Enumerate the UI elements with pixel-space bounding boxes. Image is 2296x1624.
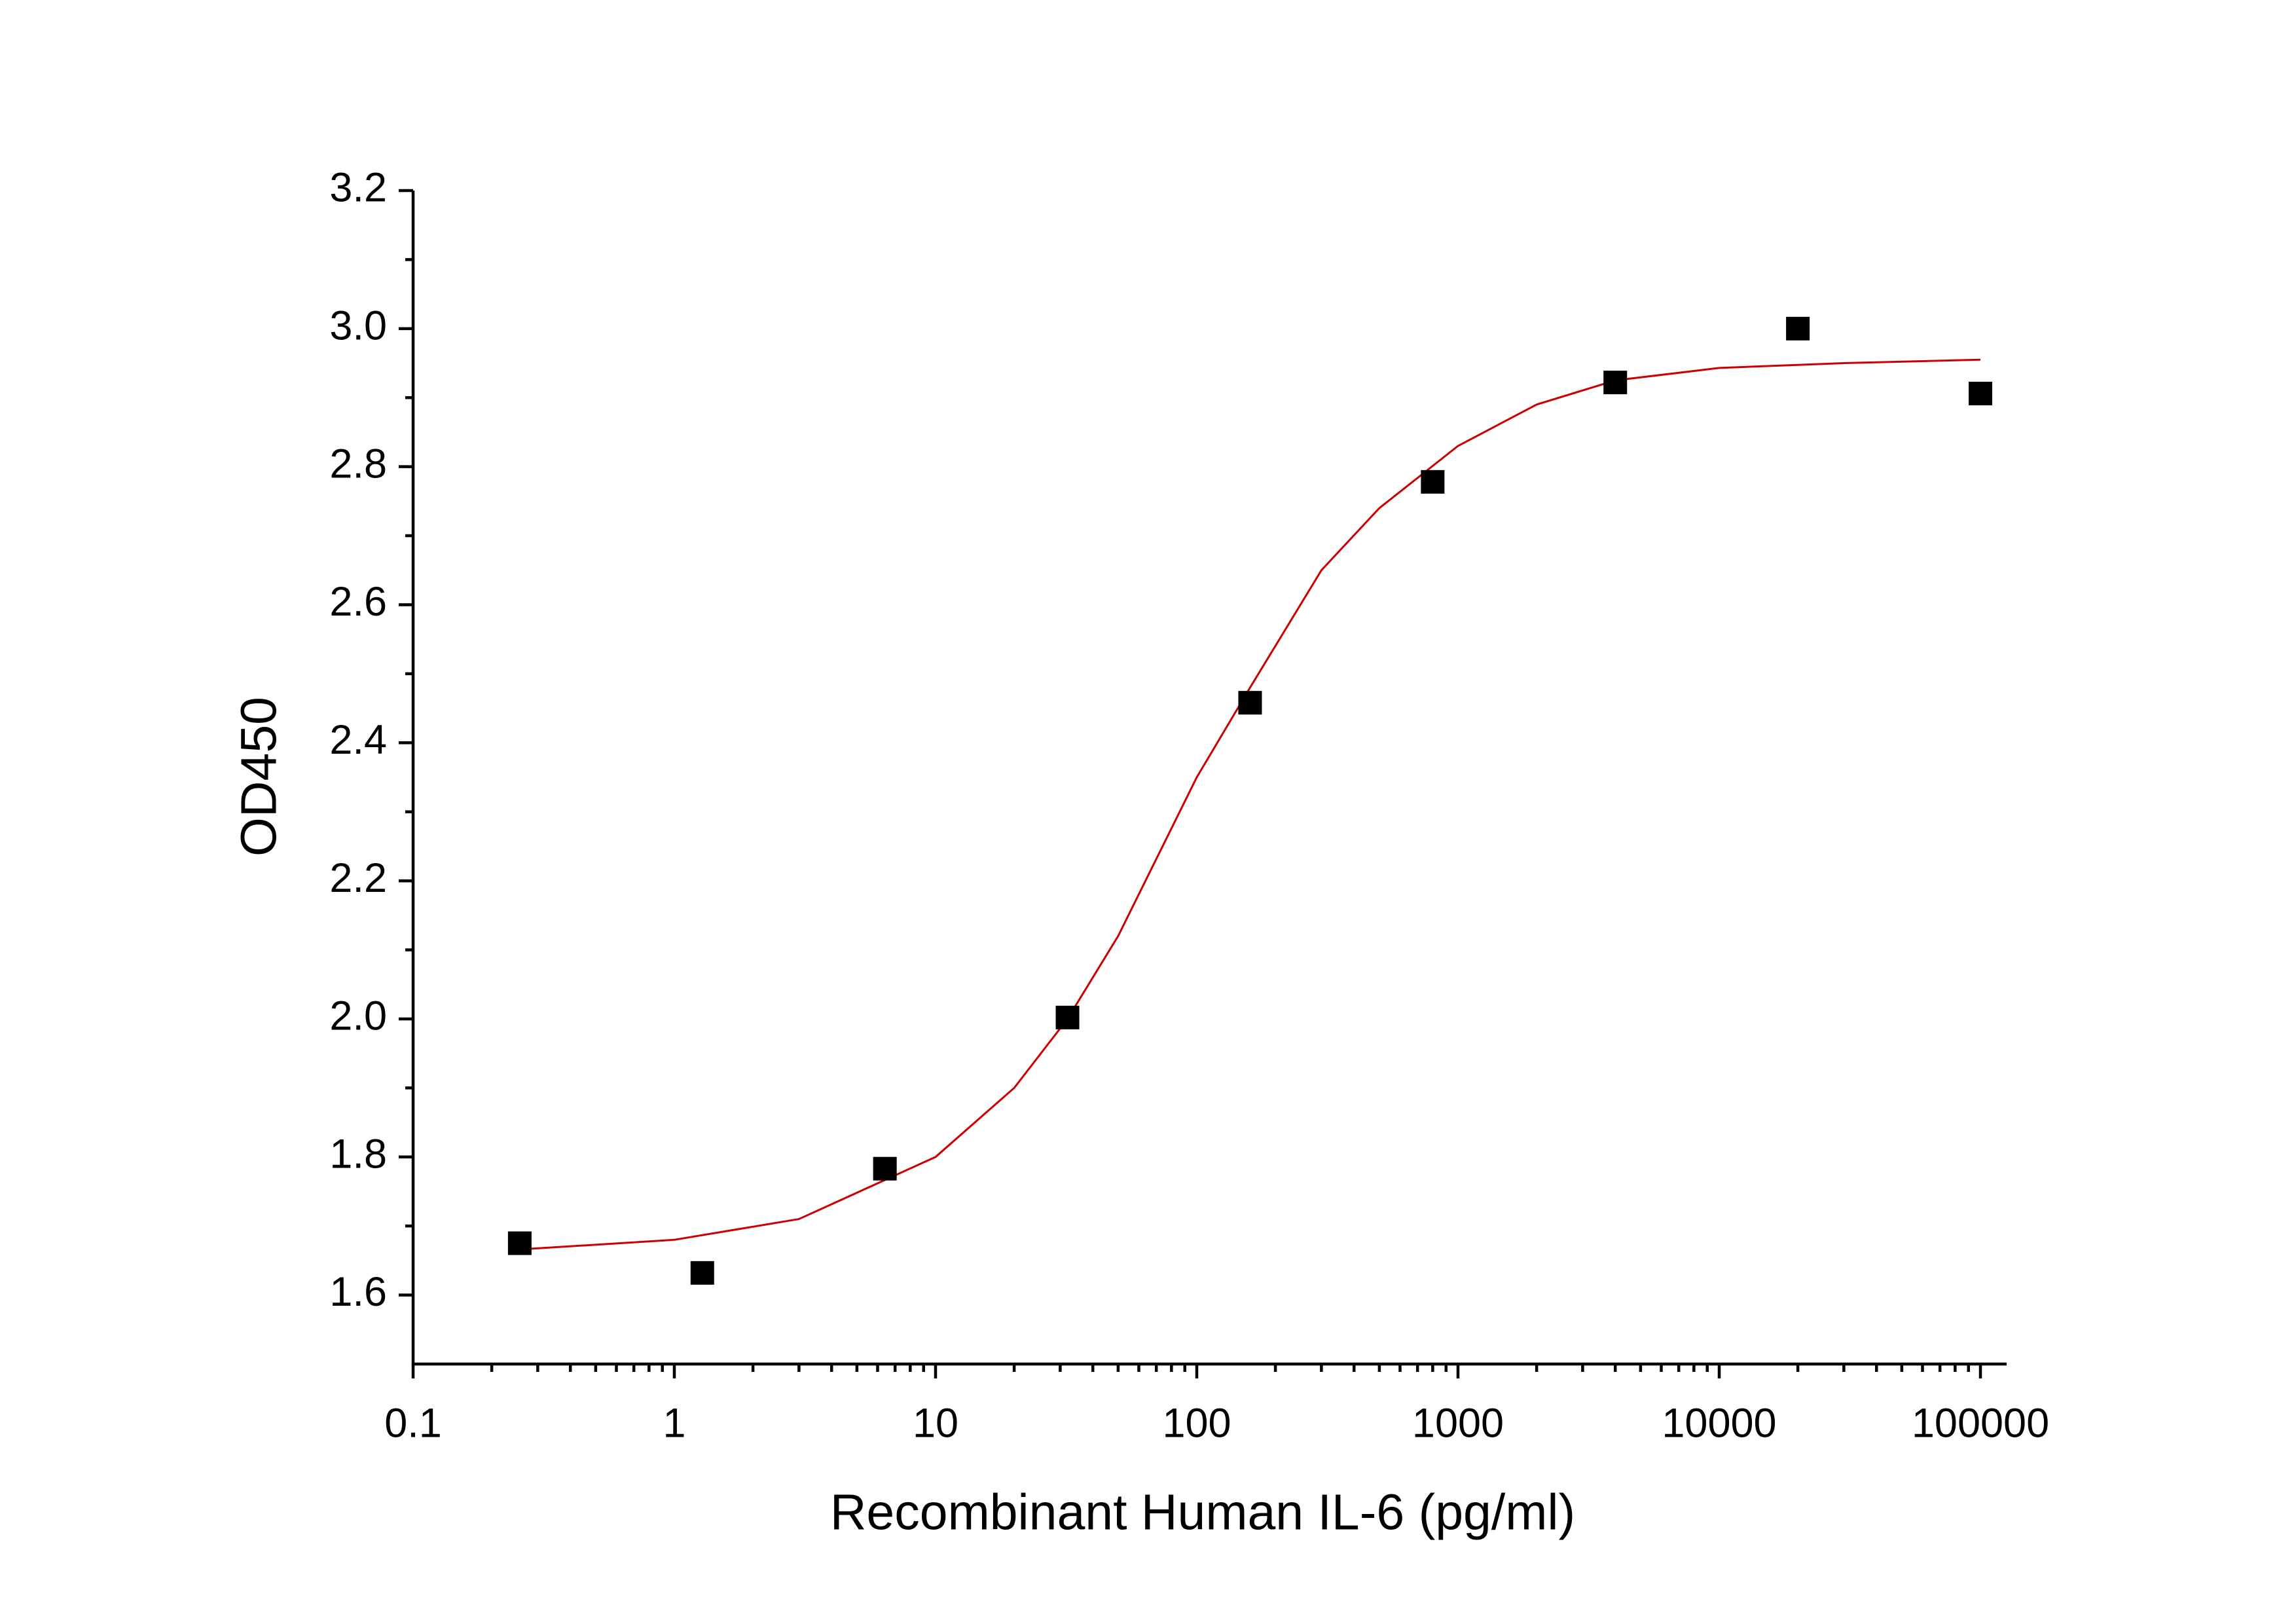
x-tick-label: 10000 (1662, 1401, 1776, 1447)
y-tick-label: 2.6 (329, 579, 387, 625)
y-tick-label: 1.8 (329, 1131, 387, 1177)
y-tick-label: 3.2 (329, 165, 387, 211)
data-point (507, 1231, 532, 1255)
x-tick-label: 0.1 (384, 1401, 442, 1447)
x-tick-label: 10 (913, 1401, 958, 1447)
data-point (1238, 691, 1262, 715)
y-tick-label: 2.0 (329, 993, 387, 1039)
data-point (1055, 1005, 1080, 1029)
x-tick-label: 100000 (1912, 1401, 2049, 1447)
y-tick-label: 1.6 (329, 1269, 387, 1315)
data-point (873, 1156, 897, 1181)
data-point (1603, 371, 1628, 395)
y-tick-label: 3.0 (329, 303, 387, 348)
x-tick-label: 1000 (1412, 1401, 1504, 1447)
data-point (1969, 381, 1992, 405)
data-point (690, 1261, 714, 1285)
data-point (1421, 470, 1445, 494)
x-tick-label: 1 (663, 1401, 685, 1447)
data-point (1786, 316, 1810, 341)
x-tick-label: 100 (1162, 1401, 1231, 1447)
x-axis-title: Recombinant Human IL-6 (pg/ml) (830, 1484, 1575, 1540)
y-tick-label: 2.4 (329, 717, 387, 763)
y-tick-label: 2.2 (329, 855, 387, 901)
y-tick-label: 2.8 (329, 441, 387, 487)
y-axis-title: OD450 (230, 697, 287, 857)
fit-curve (519, 358, 1981, 1251)
